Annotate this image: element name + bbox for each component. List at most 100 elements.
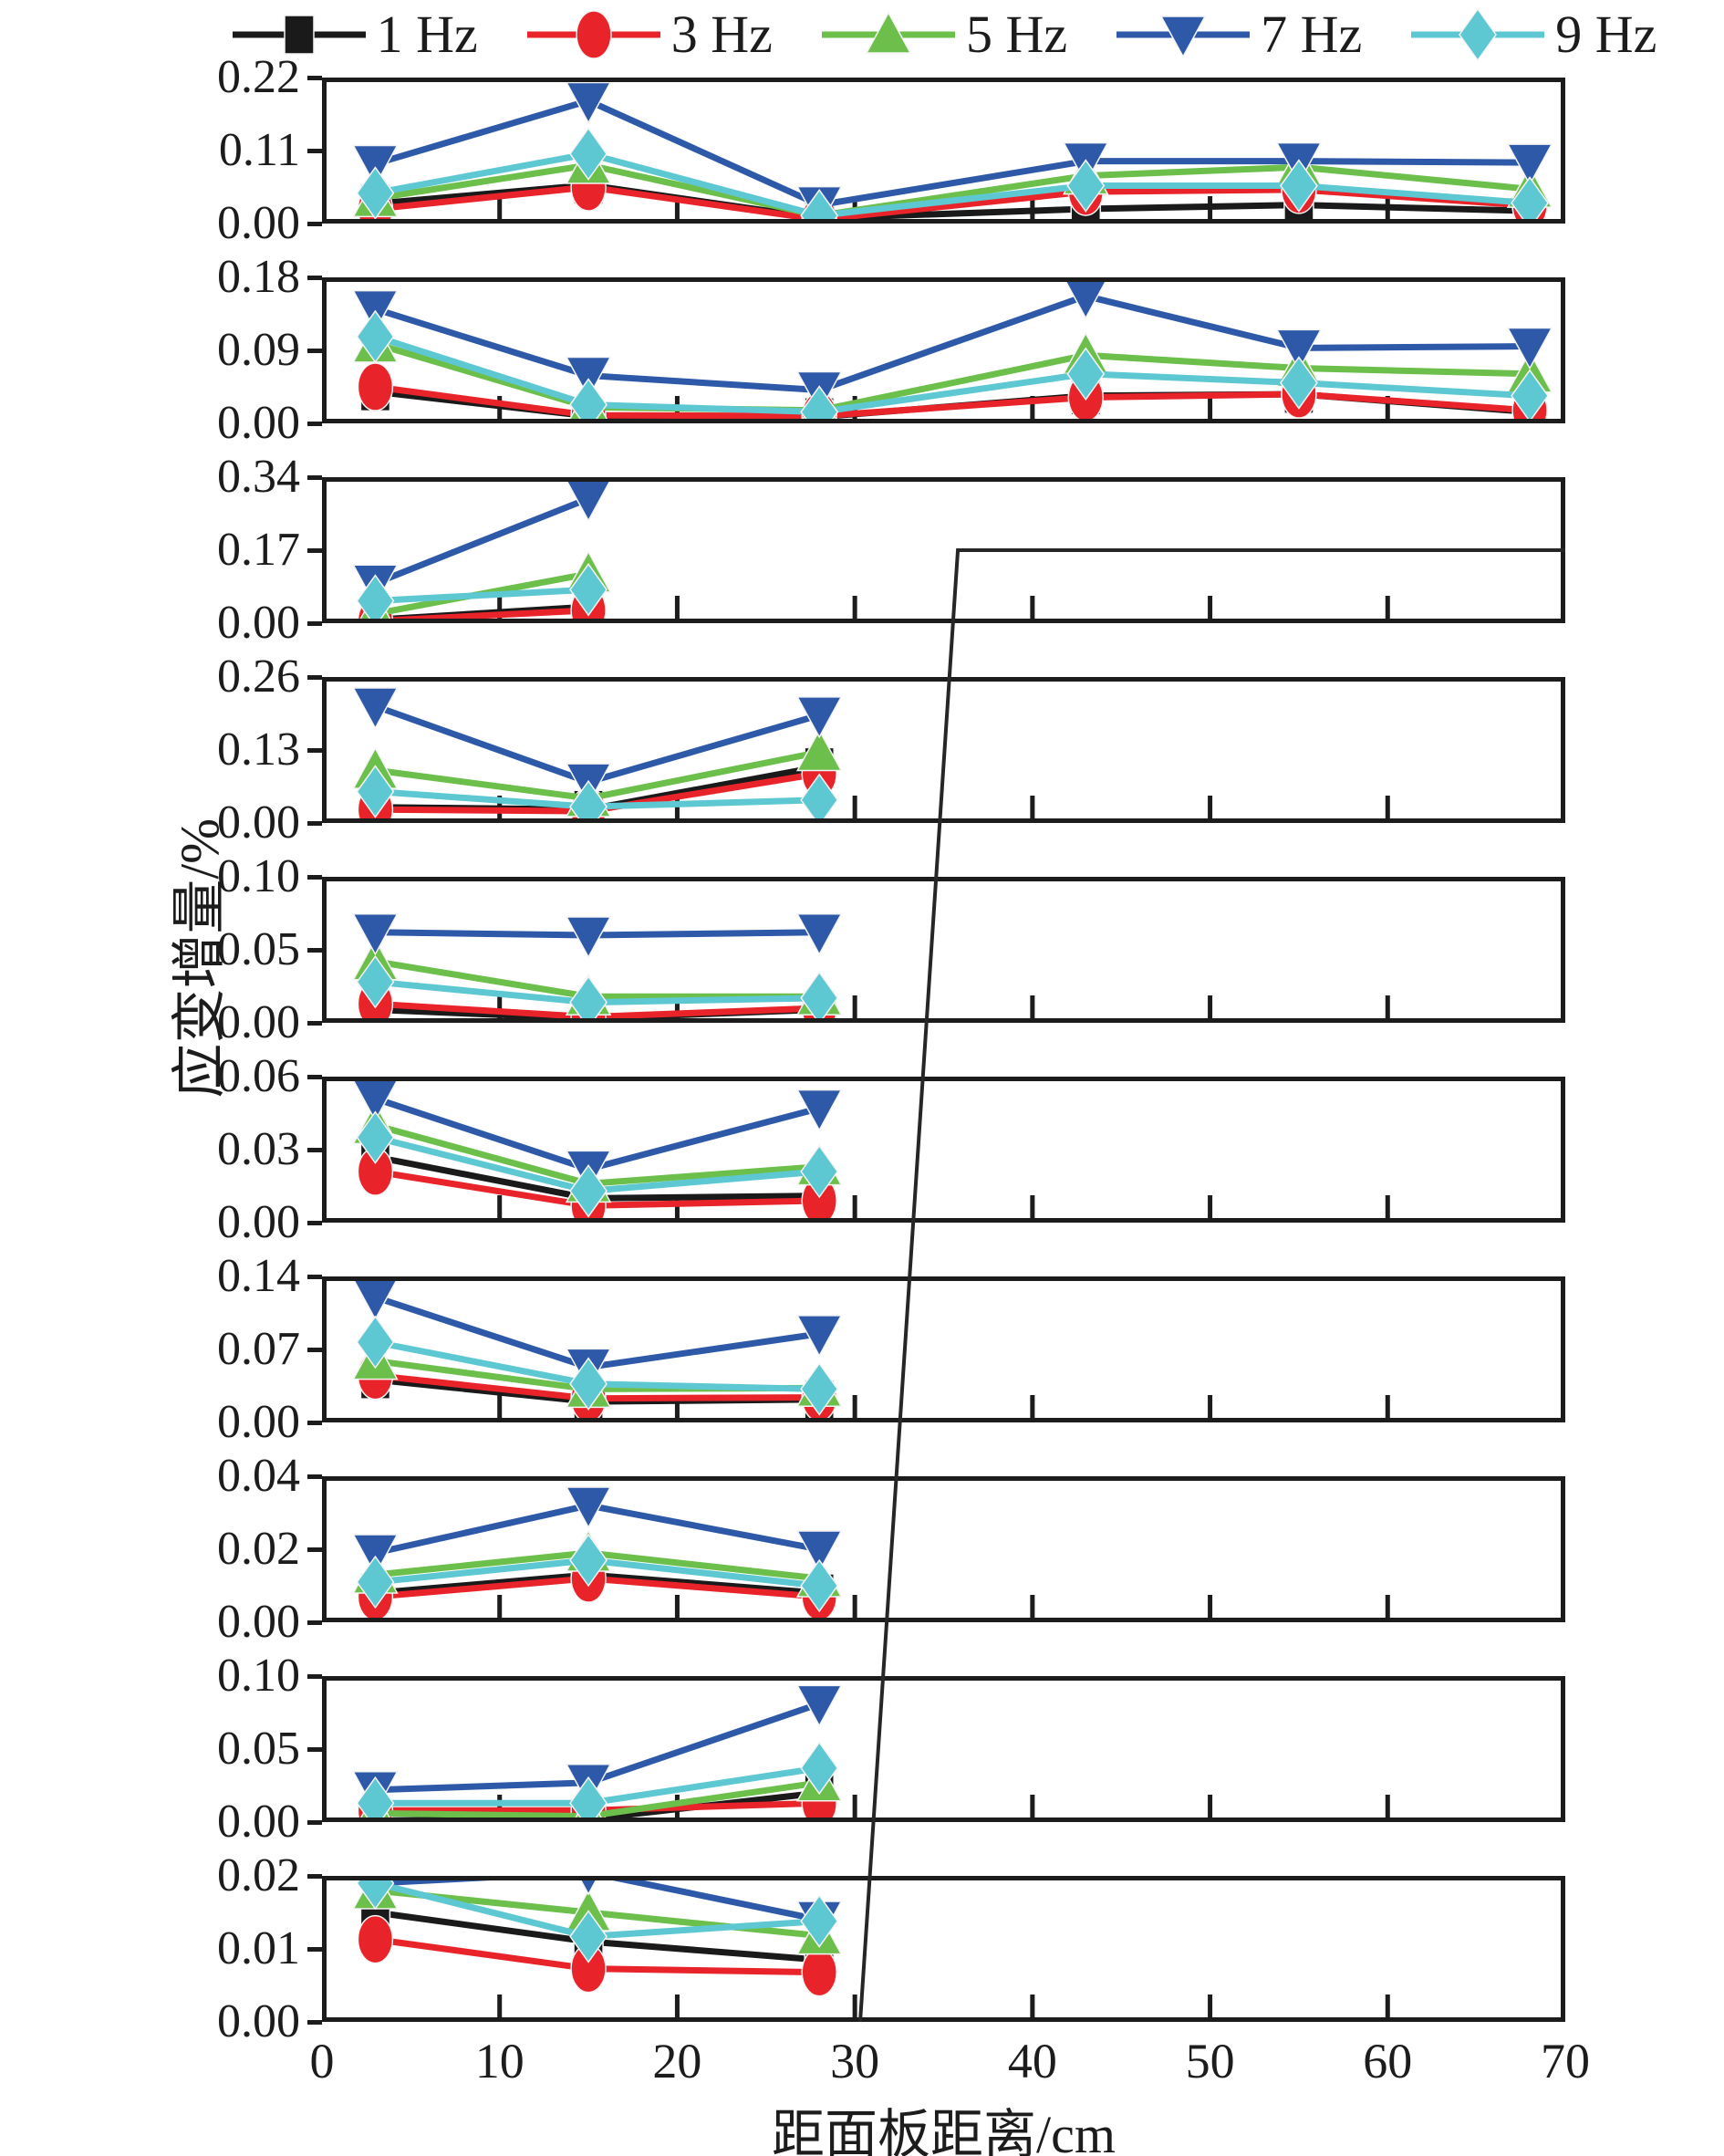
diamond-marker-icon — [800, 1144, 839, 1199]
y-tick-label: 0.00 — [217, 197, 300, 249]
circle-marker-icon — [357, 362, 394, 411]
y-tick-label: 0.18 — [217, 251, 300, 303]
triangle-down-marker-icon — [565, 916, 612, 959]
diamond-marker-icon — [800, 385, 839, 419]
diamond-marker-icon — [569, 1910, 608, 1963]
diamond-marker-icon — [569, 1164, 608, 1218]
series-group — [352, 913, 843, 1018]
y-tick-label: 0.00 — [217, 1596, 300, 1648]
triangle-down-marker-icon — [353, 1281, 398, 1321]
y-tick-mark — [307, 148, 322, 153]
subplot-panel — [322, 477, 1565, 623]
y-tick-mark — [307, 1220, 322, 1225]
x-tick-label: 0 — [309, 2034, 335, 2088]
subplot-panel — [322, 1676, 1565, 1822]
subplot-panel — [322, 1876, 1565, 2022]
diamond-marker-icon — [569, 779, 608, 818]
diamond-marker-icon — [800, 1741, 839, 1796]
triangle-up-marker-icon — [821, 11, 955, 54]
panel-frame — [322, 78, 1565, 224]
subplot-panel — [322, 78, 1565, 224]
diamond-marker-icon — [356, 574, 395, 619]
legend-item-9hz: 9 Hz — [1409, 5, 1656, 65]
y-tick-label: 0.03 — [217, 1123, 300, 1175]
circle-marker-icon — [801, 1947, 837, 1997]
triangle-down-marker-icon — [1506, 143, 1553, 186]
triangle-down-marker-icon — [353, 1081, 398, 1122]
y-tick-label: 0.00 — [217, 1796, 300, 1848]
triangle-down-marker-icon — [795, 1684, 843, 1727]
y-tick-mark — [307, 1347, 322, 1352]
diamond-marker-icon — [1511, 369, 1549, 419]
subplot-panel — [322, 1276, 1565, 1422]
series-line-1hz — [374, 1789, 823, 1817]
y-tick-mark — [307, 674, 322, 680]
y-tick-mark — [307, 1020, 322, 1026]
y-tick-label: 0.34 — [217, 451, 300, 503]
y-tick-mark — [307, 1673, 322, 1679]
circle-marker-icon — [526, 10, 660, 59]
diamond-marker-icon — [569, 1776, 608, 1817]
x-tick-label: 50 — [1185, 2034, 1235, 2088]
y-tick-label: 0.06 — [217, 1050, 300, 1102]
triangle-down-marker-icon — [352, 1534, 399, 1577]
panel-frame — [322, 1876, 1565, 2022]
triangle-down-marker-icon — [795, 1315, 843, 1358]
diamond-marker-icon — [800, 1558, 839, 1613]
square-marker-icon — [232, 15, 366, 55]
legend-item-3hz: 3 Hz — [525, 5, 773, 65]
triangle-down-marker-icon — [566, 482, 611, 523]
y-tick-mark — [307, 1147, 322, 1152]
diamond-marker-icon — [569, 1533, 608, 1588]
y-tick-label: 0.26 — [217, 651, 300, 703]
triangle-down-marker-icon — [1159, 16, 1207, 58]
series-line-3hz — [373, 607, 592, 619]
circle-marker-icon — [576, 10, 612, 59]
triangle-down-marker-icon — [352, 144, 399, 188]
series-group — [352, 1281, 843, 1418]
y-tick-label: 0.13 — [217, 724, 300, 776]
y-tick-mark — [307, 747, 322, 753]
y-tick-label: 0.02 — [217, 1523, 300, 1575]
y-tick-mark — [307, 221, 322, 226]
series-group — [352, 82, 1553, 219]
diamond-marker-icon — [800, 188, 839, 219]
y-tick-label: 0.17 — [217, 524, 300, 576]
triangle-down-marker-icon — [352, 687, 399, 730]
y-tick-label: 0.00 — [217, 797, 300, 849]
triangle-down-marker-icon — [565, 82, 612, 125]
series-line-3hz — [371, 383, 1533, 419]
y-tick-mark — [307, 874, 322, 880]
legend-item-5hz: 5 Hz — [820, 5, 1067, 65]
diamond-marker-icon — [1280, 356, 1318, 410]
y-tick-mark — [307, 1819, 322, 1825]
diamond-marker-icon — [356, 1555, 395, 1609]
square-marker-icon — [283, 15, 315, 55]
legend-label: 9 Hz — [1555, 5, 1657, 64]
y-tick-label: 0.09 — [217, 324, 300, 376]
panel-frame — [322, 477, 1565, 623]
diamond-marker-icon — [800, 1362, 839, 1416]
triangle-up-marker-icon — [795, 728, 843, 772]
x-tick-label: 20 — [652, 2034, 702, 2088]
circle-marker-icon — [357, 1914, 394, 1964]
x-axis-title: 距面板距离/cm — [772, 2105, 1116, 2156]
y-tick-label: 0.04 — [217, 1450, 300, 1502]
y-tick-mark — [307, 275, 322, 280]
y-tick-label: 0.07 — [217, 1323, 300, 1375]
subplot-panel — [322, 277, 1565, 423]
x-tick-label: 40 — [1007, 2034, 1057, 2088]
y-tick-mark — [307, 947, 322, 953]
triangle-down-marker-icon — [795, 1088, 843, 1132]
panel-frame — [322, 1676, 1565, 1822]
y-tick-label: 0.14 — [217, 1250, 300, 1302]
diamond-marker-icon — [1459, 7, 1498, 62]
series-line-9hz — [371, 333, 1533, 416]
diamond-marker-icon — [800, 971, 839, 1018]
y-tick-label: 0.00 — [217, 397, 300, 449]
diamond-marker-icon — [356, 1880, 395, 1911]
x-tick-label: 30 — [830, 2034, 880, 2088]
diamond-marker-icon — [1066, 347, 1106, 401]
diamond-marker-icon — [356, 309, 395, 364]
